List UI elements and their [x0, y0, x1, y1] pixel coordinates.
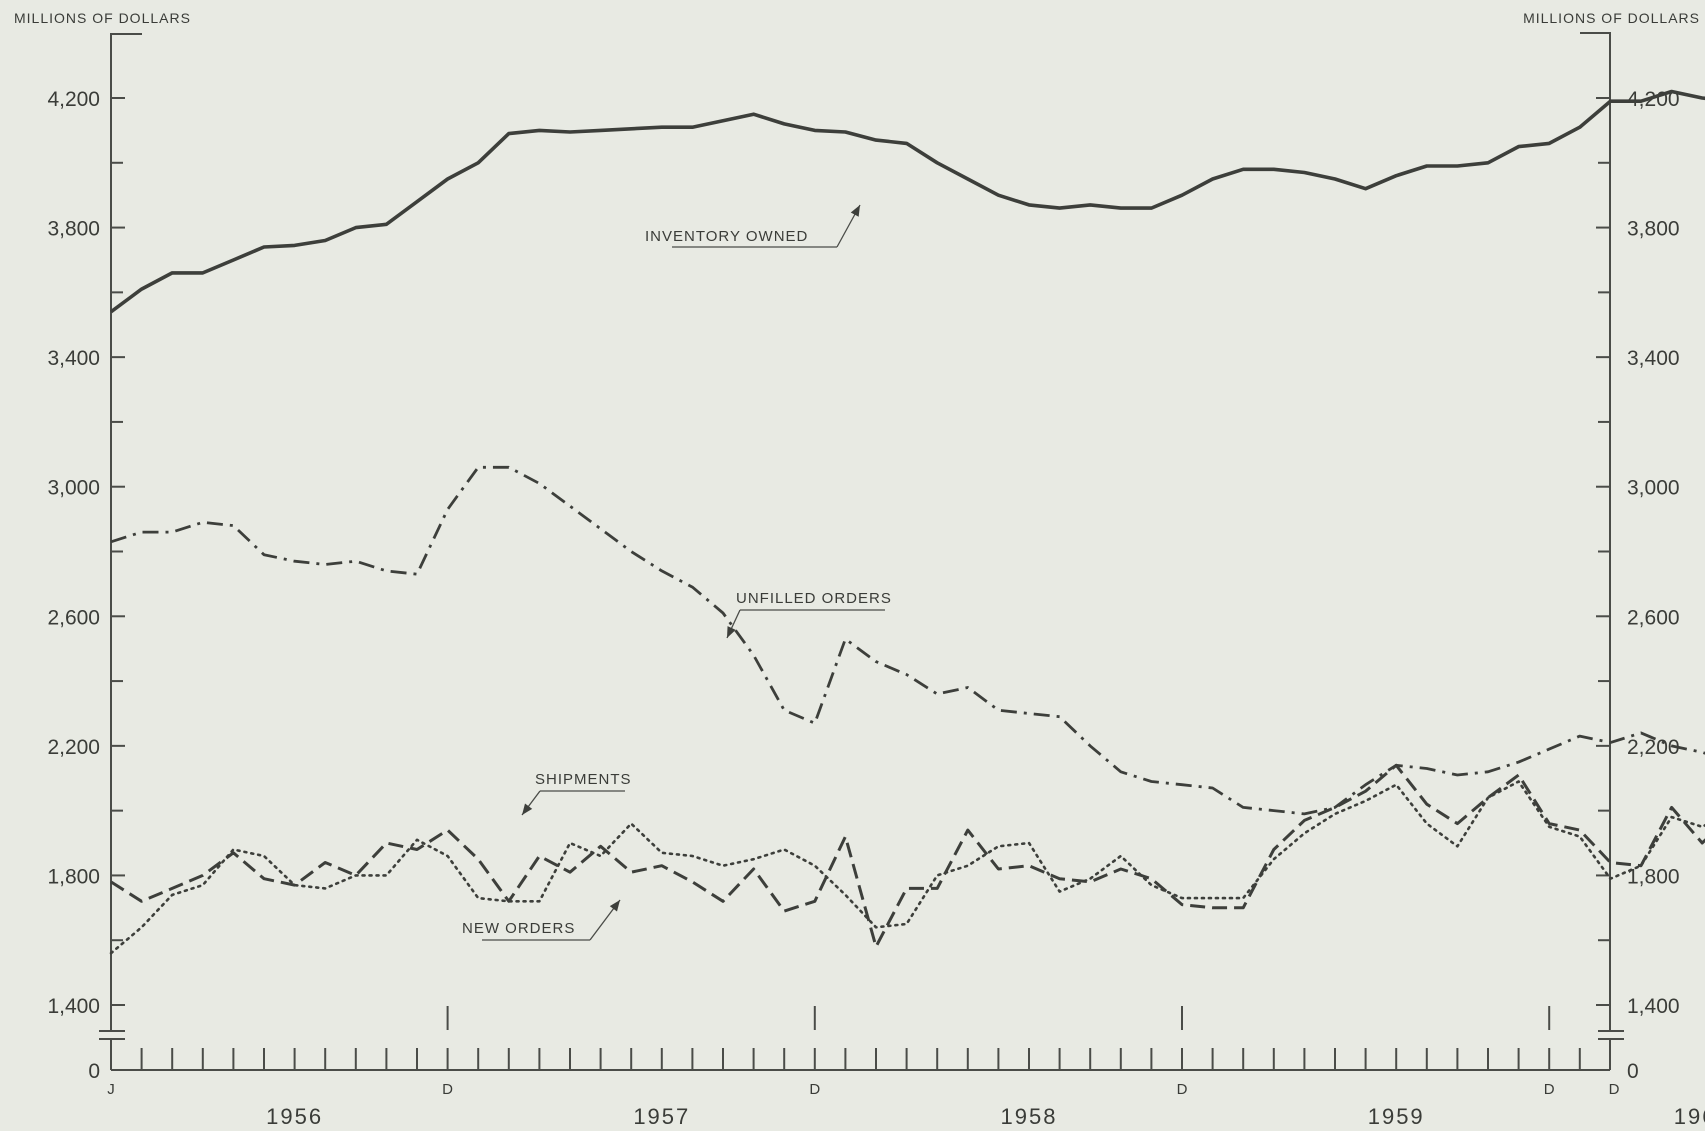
annotation-arrowhead [727, 626, 736, 638]
y-tick-label-right: 2,200 [1627, 736, 1680, 759]
chart-series [109, 89, 1705, 955]
x-axis-month-ticks [110, 1006, 1581, 1070]
annotation-label-shipments: SHIPMENTS [535, 771, 632, 788]
y-zero-label-right: 0 [1627, 1060, 1639, 1083]
y-tick-label-right: 1,800 [1627, 865, 1680, 888]
x-month-label: D [442, 1081, 453, 1098]
chart-axes [110, 32, 1611, 1071]
annotation-arrowhead [522, 803, 533, 815]
annotation-arrowhead [609, 900, 620, 912]
right-axis-unit-label: MILLIONS OF DOLLARS [1523, 10, 1700, 26]
x-month-label: D [1177, 1081, 1188, 1098]
x-axis-labels: J D D D D D 1956 1957 1958 1959 1960 [107, 1081, 1705, 1129]
y-tick-label-left: 3,000 [47, 477, 100, 500]
y-tick-label-left: 3,800 [47, 218, 100, 241]
annotation-arrowhead [850, 205, 860, 217]
y-zero-label-left: 0 [88, 1060, 100, 1083]
y-tick-label-left: 2,600 [47, 606, 100, 629]
x-year-label: 1960 [1674, 1104, 1705, 1129]
x-year-label: 1958 [1001, 1104, 1058, 1129]
y-tick-label-right: 2,600 [1627, 606, 1680, 629]
x-year-label: 1959 [1368, 1104, 1425, 1129]
x-year-label: 1957 [633, 1104, 690, 1129]
y-tick-label-left: 4,200 [47, 88, 100, 111]
y-axis-tick-labels: 1,400 1,400 1,800 1,800 2,200 2,200 2,600 2,600… [47, 88, 1679, 1083]
left-axis-unit-label: MILLIONS OF DOLLARS [14, 10, 191, 26]
y-tick-label-right: 3,800 [1627, 218, 1680, 241]
axis-break-marks [99, 1030, 1624, 1040]
x-month-label: J [107, 1081, 115, 1098]
y-tick-label-left: 3,400 [47, 347, 100, 370]
y-tick-label-left: 2,200 [47, 736, 100, 759]
series-line-shipments [109, 780, 1705, 955]
series-line-new-orders [110, 763, 1705, 949]
annotation-label-inventory-owned: INVENTORY OWNED [645, 228, 808, 245]
annotation-label-unfilled-orders: UNFILLED ORDERS [736, 590, 892, 607]
right-axis-line [1580, 32, 1611, 1030]
series-line-unfilled-orders [110, 465, 1705, 816]
annotation-label-new-orders: NEW ORDERS [462, 920, 575, 937]
y-tick-label-left: 1,400 [47, 995, 100, 1018]
y-tick-label-right: 1,400 [1627, 995, 1680, 1018]
y-tick-label-right: 3,000 [1627, 477, 1680, 500]
series-annotations: INVENTORY OWNED UNFILLED ORDERS SHIPMENTS N… [462, 204, 892, 941]
x-month-label: D [1544, 1081, 1555, 1098]
y-tick-label-right: 3,400 [1627, 347, 1680, 370]
x-year-label: 1956 [266, 1104, 323, 1129]
x-month-label: D [1609, 1081, 1620, 1098]
left-axis-line [110, 33, 142, 1030]
y-tick-label-left: 1,800 [47, 865, 100, 888]
series-line-inventory-owned [109, 89, 1705, 314]
x-month-label: D [809, 1081, 820, 1098]
y-axis-ticks [111, 97, 1610, 1006]
